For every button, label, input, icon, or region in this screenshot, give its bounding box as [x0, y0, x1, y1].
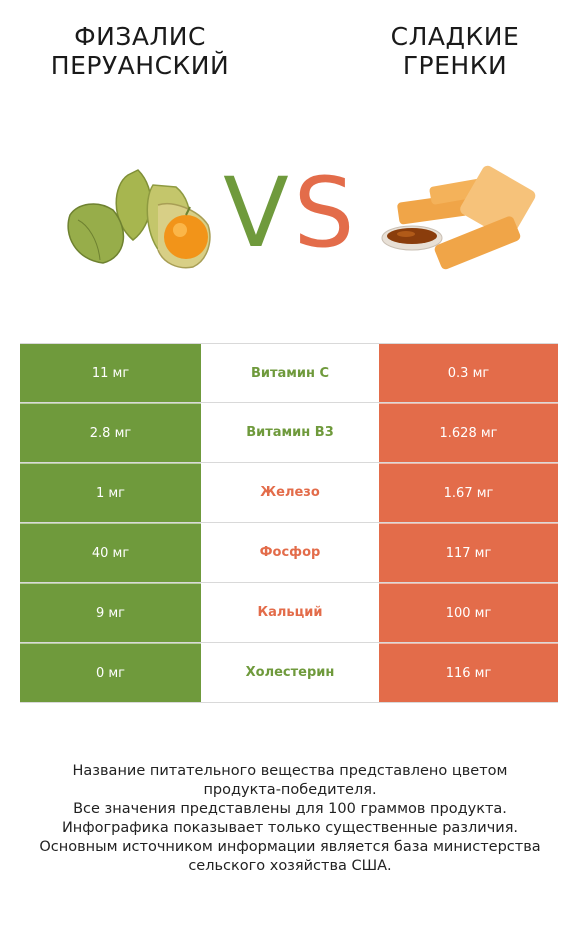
nutrient-name-cell: Холестерин [201, 643, 379, 702]
vs-logo: V S [223, 168, 355, 258]
right-value-cell: 1.67 мг [379, 463, 558, 522]
table-row: 9 мг Кальций 100 мг [20, 583, 558, 643]
footer-notes: Название питательного вещества представл… [10, 762, 570, 876]
right-value-cell: 100 мг [379, 583, 558, 642]
table-row: 1 мг Железо 1.67 мг [20, 463, 558, 523]
left-value-cell: 9 мг [20, 583, 201, 642]
footer-line-5: Основным источником информации является … [39, 839, 541, 855]
left-value-cell: 1 мг [20, 463, 201, 522]
nutrient-name-cell: Железо [201, 463, 379, 522]
right-value-cell: 116 мг [379, 643, 558, 702]
left-product-title: ФИЗАЛИС ПЕРУАНСКИЙ [20, 22, 260, 80]
croutons-image [381, 165, 536, 270]
nutrient-name-cell: Фосфор [201, 523, 379, 582]
table-row: 40 мг Фосфор 117 мг [20, 523, 558, 583]
vs-letter-s: S [294, 168, 355, 258]
left-title-line-2: ПЕРУАНСКИЙ [50, 51, 230, 80]
nutrient-comparison-table: 11 мг Витамин C 0.3 мг 2.8 мг Витамин B3 1.62… [20, 343, 558, 703]
table-row: 11 мг Витамин C 0.3 мг [20, 343, 558, 403]
physalis-image [67, 169, 211, 269]
nutrient-name-cell: Кальций [201, 583, 379, 642]
footer-line-4: Инфографика показывает только существенн… [61, 820, 519, 836]
right-title-line-1: СЛАДКИЕ [390, 22, 520, 51]
footer-line-2: продукта-победителя. [203, 782, 377, 798]
footer-line-1: Название питательного вещества представл… [72, 763, 508, 779]
left-value-cell: 11 мг [20, 344, 201, 402]
vs-letter-v: V [223, 168, 289, 258]
right-value-cell: 1.628 мг [379, 403, 558, 462]
left-title-line-1: ФИЗАЛИС [74, 22, 206, 51]
footer-line-6: сельского хозяйства США. [188, 858, 392, 874]
footer-line-3: Все значения представлены для 100 граммо… [73, 801, 507, 817]
right-value-cell: 117 мг [379, 523, 558, 582]
right-product-title: СЛАДКИЕ ГРЕНКИ [335, 22, 575, 80]
left-value-cell: 0 мг [20, 643, 201, 702]
left-value-cell: 2.8 мг [20, 403, 201, 462]
table-row: 2.8 мг Витамин B3 1.628 мг [20, 403, 558, 463]
table-row: 0 мг Холестерин 116 мг [20, 643, 558, 703]
nutrient-name-cell: Витамин C [201, 344, 379, 402]
left-value-cell: 40 мг [20, 523, 201, 582]
nutrient-name-cell: Витамин B3 [201, 403, 379, 462]
right-title-line-2: ГРЕНКИ [402, 51, 508, 80]
right-value-cell: 0.3 мг [379, 344, 558, 402]
